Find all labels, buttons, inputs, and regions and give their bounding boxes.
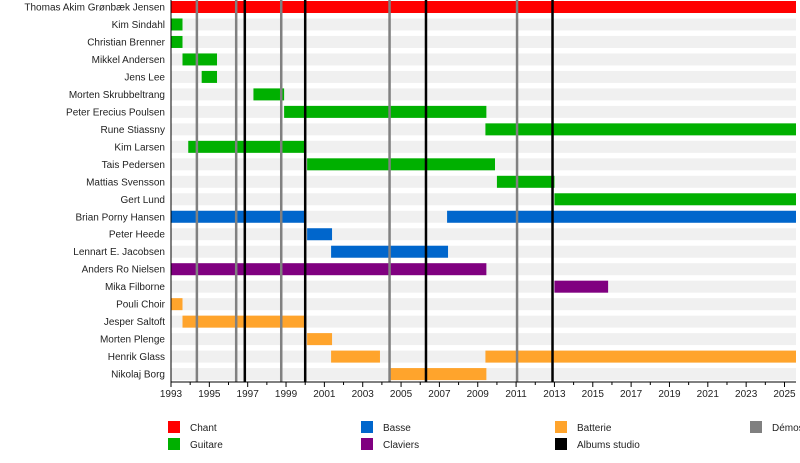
- row-stripe: [171, 315, 796, 328]
- row-stripe: [171, 333, 796, 346]
- x-tick-label: 1999: [275, 389, 298, 400]
- member-name-label: Mika Filborne: [105, 282, 165, 293]
- member-name-label: Henrik Glass: [108, 352, 165, 363]
- member-bar-batterie: [171, 298, 183, 311]
- member-name-label: Mikkel Andersen: [92, 55, 165, 66]
- row-stripe: [171, 35, 796, 48]
- x-tick-label: 2013: [543, 389, 566, 400]
- x-tick-label: 2003: [352, 389, 375, 400]
- legend-item-albums: Albums studio: [555, 438, 640, 451]
- row-stripe: [171, 18, 796, 31]
- x-tick-label: 2009: [467, 389, 490, 400]
- member-bar-guitare: [201, 70, 218, 83]
- legend-label: Guitare: [190, 440, 223, 451]
- x-tick-label: 2015: [582, 389, 605, 400]
- x-tick-label: 2001: [313, 389, 336, 400]
- member-name-label: Tais Pedersen: [102, 160, 165, 171]
- member-name-label: Gert Lund: [121, 195, 165, 206]
- member-name-label: Rune Stiassny: [101, 125, 165, 136]
- member-name-label: Pouli Choir: [116, 300, 166, 311]
- x-tick-label: 2011: [505, 389, 527, 400]
- member-bar-basse: [171, 210, 305, 223]
- member-bar-claviers: [554, 280, 609, 293]
- legend-label: Chant: [190, 423, 217, 434]
- member-bar-guitare: [554, 193, 796, 206]
- member-bar-basse: [447, 210, 796, 223]
- member-bar-guitare: [485, 123, 796, 136]
- row-stripe: [171, 245, 796, 258]
- member-name-label: Kim Larsen: [114, 142, 165, 153]
- legend-label: Claviers: [383, 440, 419, 451]
- legend-item-basse: Basse: [361, 421, 411, 434]
- legend-swatch: [750, 421, 762, 433]
- legend-item-guitare: Guitare: [168, 438, 223, 451]
- legend-label: Batterie: [577, 423, 612, 434]
- member-bar-guitare: [171, 35, 183, 48]
- member-name-label: Morten Skrubbeltrang: [69, 90, 165, 101]
- row-stripe: [171, 53, 796, 66]
- member-name-label: Christian Brenner: [87, 37, 165, 48]
- legend-item-chant: Chant: [168, 421, 217, 434]
- member-bar-guitare: [171, 18, 183, 31]
- member-bar-chant: [171, 1, 796, 13]
- member-bar-batterie: [485, 350, 796, 363]
- row-stripe: [171, 88, 796, 101]
- member-name-label: Brian Porny Hansen: [76, 212, 166, 223]
- legend-item-batterie: Batterie: [555, 421, 612, 434]
- legend-swatch: [361, 421, 373, 433]
- x-tick-label: 2007: [428, 389, 451, 400]
- legend-swatch: [555, 421, 567, 433]
- member-bar-guitare: [307, 158, 496, 171]
- x-tick-label: 2025: [773, 389, 796, 400]
- row-stripe: [171, 280, 796, 293]
- member-bar-guitare: [496, 175, 555, 188]
- row-stripe: [171, 175, 796, 188]
- legend-item-demos: Démos: [750, 421, 800, 434]
- member-name-label: Nikolaj Borg: [111, 370, 165, 381]
- row-stripe: [171, 140, 796, 153]
- member-name-label: Peter Heede: [109, 230, 166, 241]
- member-name-label: Kim Sindahl: [112, 20, 165, 31]
- member-bar-guitare: [182, 53, 218, 66]
- member-name-label: Jens Lee: [124, 72, 165, 83]
- x-tick-label: 2019: [658, 389, 681, 400]
- member-bar-batterie: [182, 315, 305, 328]
- x-tick-label: 2005: [390, 389, 413, 400]
- x-tick-label: 2017: [620, 389, 643, 400]
- x-tick-label: 1995: [198, 389, 221, 400]
- member-bar-batterie: [389, 368, 487, 381]
- legend-label: Albums studio: [577, 440, 640, 451]
- legend-item-claviers: Claviers: [361, 438, 419, 451]
- member-bar-guitare: [253, 88, 285, 101]
- member-name-label: Lennart E. Jacobsen: [73, 247, 165, 258]
- legend-swatch: [168, 421, 180, 433]
- member-bar-batterie: [331, 350, 380, 363]
- member-name-label: Morten Plenge: [100, 335, 165, 346]
- member-name-label: Peter Erecius Poulsen: [66, 107, 165, 118]
- row-stripe: [171, 298, 796, 311]
- row-stripe: [171, 70, 796, 83]
- row-stripe: [171, 228, 796, 241]
- member-bar-claviers: [171, 263, 487, 276]
- member-name-label: Jesper Saltoft: [104, 317, 165, 328]
- x-tick-label: 1993: [160, 389, 183, 400]
- member-bar-guitare: [188, 140, 306, 153]
- x-tick-label: 1997: [237, 389, 260, 400]
- member-bar-guitare: [284, 105, 487, 118]
- legend-label: Basse: [383, 423, 411, 434]
- x-tick-label: 2023: [735, 389, 758, 400]
- x-tick-label: 2021: [697, 389, 720, 400]
- member-bar-basse: [307, 228, 333, 241]
- member-name-label: Mattias Svensson: [86, 177, 165, 188]
- member-name-label: Thomas Akim Grønbæk Jensen: [24, 3, 165, 14]
- member-bar-batterie: [307, 333, 333, 346]
- member-name-label: Anders Ro Nielsen: [82, 265, 165, 276]
- legend-swatch: [361, 438, 373, 450]
- legend-swatch: [555, 438, 567, 450]
- legend-label: Démos: [772, 423, 800, 434]
- legend-swatch: [168, 438, 180, 450]
